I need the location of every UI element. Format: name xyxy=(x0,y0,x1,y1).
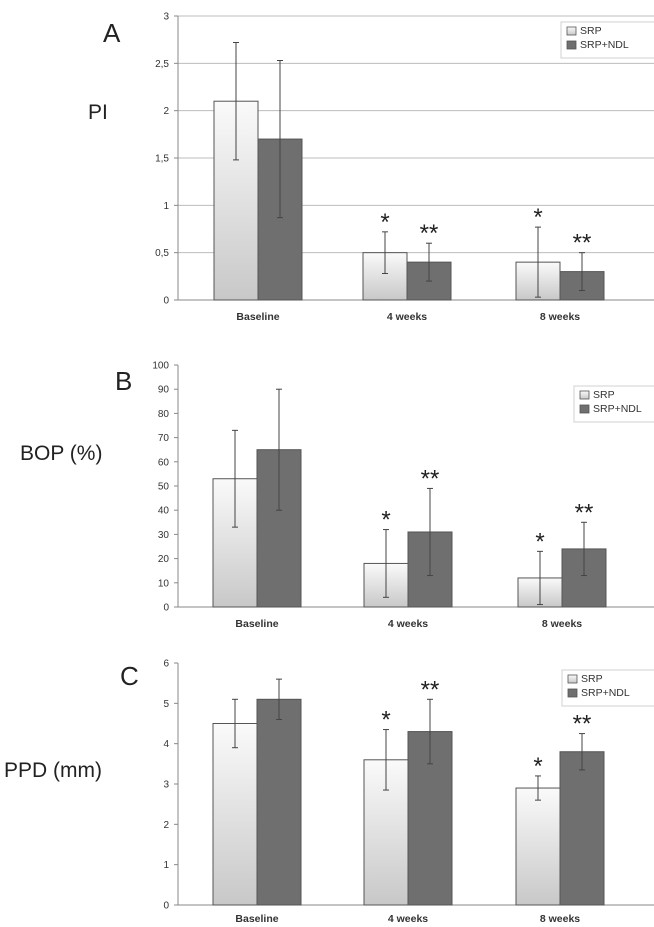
x-category-label: 8 weeks xyxy=(540,311,580,323)
significance-marker: ** xyxy=(573,711,592,738)
panel-letter: C xyxy=(120,661,139,691)
x-category-label: Baseline xyxy=(235,618,278,630)
y-tick-label: 90 xyxy=(158,385,170,396)
x-category-label: 4 weeks xyxy=(388,913,428,925)
legend: SRP SRP+NDL xyxy=(560,21,654,59)
y-tick-label: 0,5 xyxy=(155,248,169,259)
legend-box xyxy=(560,21,654,59)
significance-marker: ** xyxy=(420,220,439,247)
panel-letter: A xyxy=(103,18,121,48)
x-category-label: 8 weeks xyxy=(540,913,580,925)
y-tick-label: 2 xyxy=(163,106,169,117)
y-tick-label: 80 xyxy=(158,409,170,420)
legend-label: SRP+NDL xyxy=(581,687,630,699)
legend-swatch xyxy=(579,390,590,400)
legend-label: SRP xyxy=(593,389,615,401)
bar-srp-ndl xyxy=(256,698,302,906)
y-tick-label: 20 xyxy=(158,554,170,565)
y-tick-label: 50 xyxy=(158,482,170,493)
y-axis-label: PI xyxy=(88,101,108,124)
y-tick-label: 2,5 xyxy=(155,59,169,70)
bar-srp-ndl xyxy=(559,751,605,906)
y-tick-label: 3 xyxy=(163,780,169,791)
legend-label: SRP+NDL xyxy=(580,39,629,51)
y-tick-label: 3 xyxy=(163,12,169,23)
legend-swatch xyxy=(579,404,590,414)
bar-srp-ndl xyxy=(407,731,453,906)
y-tick-label: 40 xyxy=(158,506,170,517)
legend: SRP SRP+NDL xyxy=(573,385,654,423)
y-tick-label: 5 xyxy=(163,699,169,710)
legend-label: SRP+NDL xyxy=(593,403,642,415)
significance-marker: * xyxy=(380,209,389,236)
legend-swatch xyxy=(566,40,577,50)
significance-marker: * xyxy=(533,753,542,780)
legend-label: SRP xyxy=(580,25,602,37)
legend-swatch xyxy=(566,26,577,36)
y-axis-label: BOP (%) xyxy=(20,442,102,465)
y-tick-label: 6 xyxy=(163,659,169,670)
y-tick-label: 1 xyxy=(163,201,169,212)
y-tick-label: 2 xyxy=(163,820,169,831)
legend-swatch xyxy=(567,688,578,698)
y-tick-label: 70 xyxy=(158,433,170,444)
x-category-label: 4 weeks xyxy=(387,311,427,323)
significance-marker: ** xyxy=(573,230,592,257)
y-tick-label: 10 xyxy=(158,578,170,589)
x-category-label: 8 weeks xyxy=(542,618,582,630)
significance-marker: * xyxy=(535,528,544,555)
y-tick-label: 0 xyxy=(163,901,169,912)
significance-marker: ** xyxy=(575,499,594,526)
y-tick-label: 0 xyxy=(163,603,169,614)
y-tick-label: 30 xyxy=(158,530,170,541)
bar-srp xyxy=(515,787,561,906)
y-tick-label: 100 xyxy=(152,361,169,372)
significance-marker: * xyxy=(381,507,390,534)
significance-marker: * xyxy=(533,204,542,231)
y-tick-label: 1,5 xyxy=(155,154,169,165)
panel-letter: B xyxy=(115,366,132,396)
x-category-label: Baseline xyxy=(235,913,278,925)
legend: SRP SRP+NDL xyxy=(561,669,654,707)
significance-marker: ** xyxy=(421,465,440,492)
y-tick-label: 1 xyxy=(163,860,169,871)
bar-srp xyxy=(212,723,258,906)
y-axis-label: PPD (mm) xyxy=(4,759,102,782)
legend-swatch xyxy=(567,674,578,684)
y-tick-label: 60 xyxy=(158,457,170,468)
y-tick-label: 0 xyxy=(163,296,169,307)
y-tick-label: 4 xyxy=(163,739,169,750)
legend-label: SRP xyxy=(581,673,603,685)
significance-marker: * xyxy=(381,707,390,734)
x-category-label: 4 weeks xyxy=(388,618,428,630)
significance-marker: ** xyxy=(421,676,440,703)
x-category-label: Baseline xyxy=(236,311,279,323)
